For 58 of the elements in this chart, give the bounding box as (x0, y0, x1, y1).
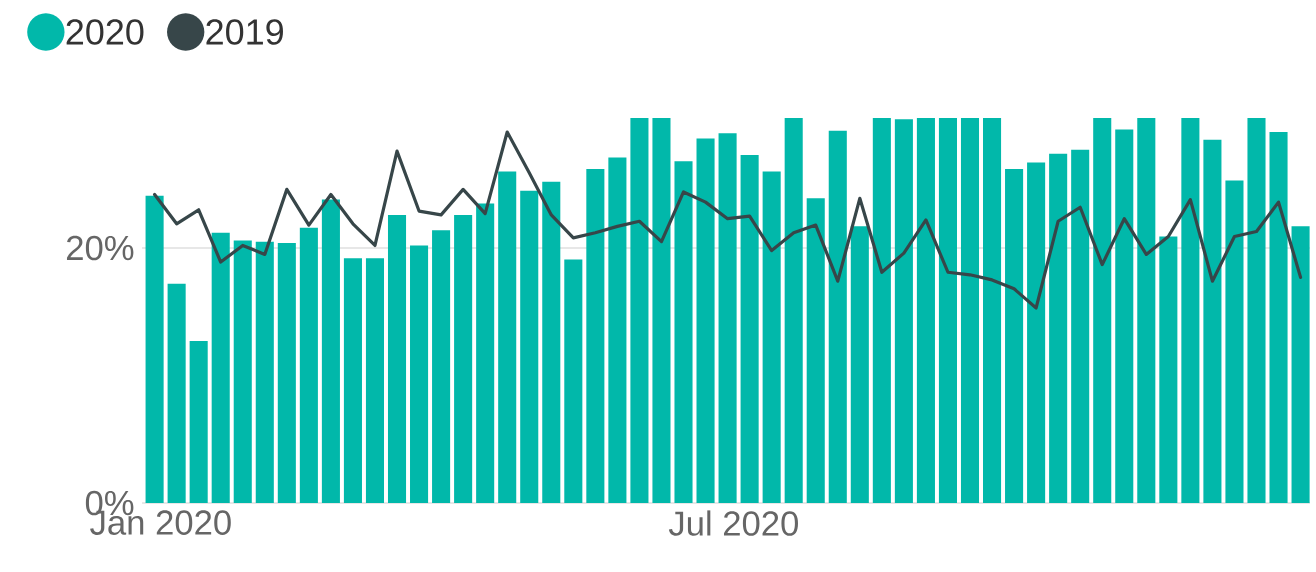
bar (343, 258, 362, 503)
bar (674, 161, 693, 503)
bar (1005, 168, 1024, 503)
bar (233, 240, 252, 503)
bar (410, 245, 429, 503)
bar (1049, 153, 1068, 503)
bar (1203, 139, 1222, 503)
bar (1115, 129, 1134, 503)
bar (1247, 118, 1266, 503)
bar (189, 341, 208, 503)
bar (608, 157, 627, 503)
line-series (153, 130, 1303, 310)
bar (255, 241, 274, 503)
bar (894, 119, 913, 503)
bar (696, 138, 715, 503)
bar (762, 171, 781, 503)
bar (872, 118, 891, 503)
bar (630, 118, 649, 503)
bar (299, 227, 318, 503)
bar (1159, 236, 1178, 503)
bar (916, 118, 935, 503)
bar (476, 203, 495, 503)
bar (454, 214, 473, 503)
bar (938, 118, 957, 503)
legend-label: 2020 (66, 19, 144, 45)
bar (211, 232, 230, 503)
bar (850, 226, 869, 503)
bar (718, 133, 737, 503)
bar (1093, 118, 1112, 503)
y-tick-label: 20% (66, 235, 134, 261)
bar (784, 118, 803, 503)
bar (960, 118, 980, 503)
legend-label: 2019 (206, 19, 283, 45)
bar (277, 242, 296, 503)
bar (740, 154, 759, 503)
bar (586, 168, 605, 503)
bar (1225, 180, 1244, 503)
bar (1027, 162, 1046, 503)
x-tick-label: Jul 2020 (668, 510, 798, 536)
bar (983, 118, 1002, 503)
bar (542, 181, 561, 503)
bar (828, 130, 847, 503)
bar (145, 195, 164, 503)
bar (387, 214, 407, 503)
bar (1137, 118, 1156, 503)
bar (321, 199, 340, 503)
bar (1181, 118, 1200, 503)
bar (167, 283, 186, 503)
bar (1291, 226, 1310, 503)
bar (432, 230, 451, 503)
bar (1071, 149, 1090, 503)
bar (1269, 132, 1288, 503)
bar (564, 259, 583, 503)
bar (652, 118, 671, 503)
bar (498, 171, 517, 503)
bar (806, 198, 825, 503)
bar (365, 258, 385, 503)
bar (520, 190, 539, 503)
